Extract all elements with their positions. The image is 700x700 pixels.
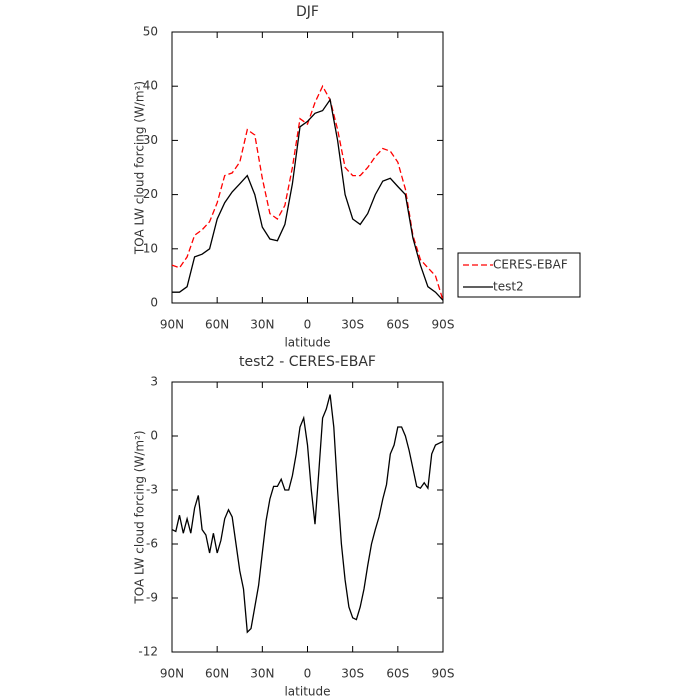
x-tick-label: 0 xyxy=(304,667,312,681)
plot-frame xyxy=(171,381,444,653)
y-tick-label: -3 xyxy=(146,483,158,497)
chart-title: DJF xyxy=(296,4,319,20)
data-line xyxy=(172,98,444,301)
y-tick-label: 30 xyxy=(143,133,158,147)
y-tick-label: -12 xyxy=(138,645,158,659)
y-tick-label: 40 xyxy=(143,79,158,93)
legend-box xyxy=(457,252,581,298)
x-tick-label: 60N xyxy=(205,667,229,681)
y-tick-label: 10 xyxy=(143,241,158,255)
y-tick-label: 0 xyxy=(150,429,158,443)
y-tick-label: 20 xyxy=(143,187,158,201)
x-tick-label: 60S xyxy=(386,318,409,332)
x-axis-label: latitude xyxy=(284,685,330,699)
x-axis-label: latitude xyxy=(284,336,330,350)
y-axis-label: TOA LW cloud forcing (W/m²) xyxy=(133,430,147,604)
data-line xyxy=(171,84,444,301)
legend-label: CERES-EBAF xyxy=(493,258,568,272)
x-tick-label: 90N xyxy=(160,667,184,681)
x-tick-label: 30S xyxy=(341,667,364,681)
x-tick-label: 90S xyxy=(432,667,455,681)
chart-title: test2 - CERES-EBAF xyxy=(239,354,376,370)
plot-frame xyxy=(171,31,444,304)
y-tick-label: 0 xyxy=(150,296,158,310)
y-axis-label: TOA LW cloud forcing (W/m²) xyxy=(133,81,147,255)
legend-label: test2 xyxy=(493,280,524,294)
x-tick-label: 0 xyxy=(304,318,312,332)
x-tick-label: 90S xyxy=(432,318,455,332)
x-tick-label: 90N xyxy=(160,318,184,332)
x-tick-label: 30N xyxy=(250,667,274,681)
x-tick-label: 60N xyxy=(205,318,229,332)
y-tick-label: 50 xyxy=(143,25,158,39)
y-tick-label: -9 xyxy=(146,591,158,605)
x-tick-label: 30S xyxy=(341,318,364,332)
data-line xyxy=(171,394,444,634)
y-tick-label: 3 xyxy=(150,375,158,389)
y-tick-label: -6 xyxy=(146,537,158,551)
x-tick-label: 30N xyxy=(250,318,274,332)
x-tick-label: 60S xyxy=(386,667,409,681)
